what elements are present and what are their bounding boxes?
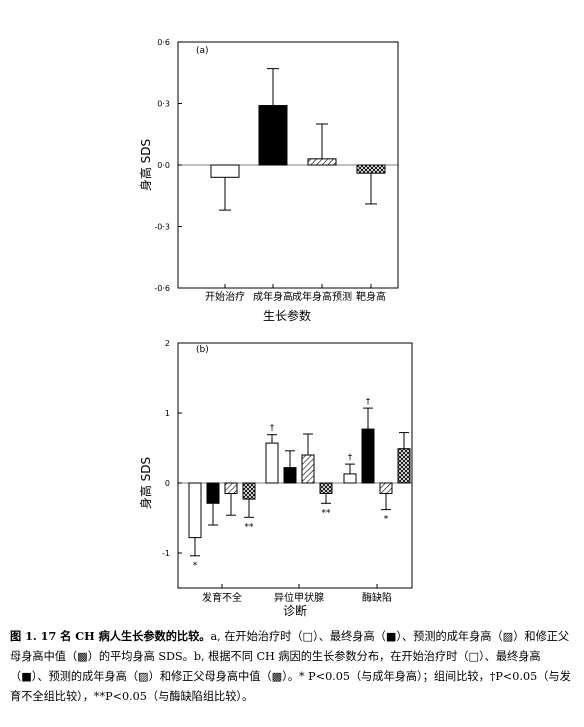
plot-frame <box>177 342 413 589</box>
bar <box>319 482 333 494</box>
y-tick-label: 0·6 <box>157 38 170 47</box>
y-tick-label: 0 <box>165 479 170 488</box>
axes-box <box>177 342 413 589</box>
caption-text: a, 在开始治疗时（□）、最终身高（■）、预测的成年身高（▨）和修正父母身高中值… <box>10 630 571 703</box>
chart-b-by-diagnosis: 210-1 ***†**††* 发育不全 异位甲状腺 酶缺陷 (b) 身高 SDS … <box>138 339 413 618</box>
bar <box>265 442 279 484</box>
bars <box>210 68 386 288</box>
bars: ***†**††* <box>188 397 411 588</box>
significance-mark: * <box>384 515 389 525</box>
bar <box>343 473 357 484</box>
bar <box>258 105 288 166</box>
bar <box>210 164 240 178</box>
y-axis-ticks: 0·6 0·3 0·0 -0·3 -0·6 <box>154 38 182 293</box>
y-axis-label: 身高 SDS <box>138 139 153 191</box>
caption-label: 图 1. 17 名 CH 病人生长参数的比较。 <box>10 629 211 643</box>
bar <box>206 482 220 504</box>
y-tick-label: -0·6 <box>154 284 170 293</box>
significance-mark: † <box>270 424 275 434</box>
bar <box>379 482 393 494</box>
y-tick-label: 0·3 <box>157 100 170 109</box>
x-tick-label: 酶缺陷 <box>362 591 392 604</box>
x-tick-label: 异位甲状腺 <box>274 591 324 604</box>
bar <box>301 454 315 484</box>
panel-label: (a) <box>196 46 209 56</box>
y-axis-ticks: 2 1 0 -1 <box>162 339 182 558</box>
significance-mark: † <box>366 397 371 407</box>
x-tick-label: 成年身高 <box>253 290 293 303</box>
y-tick-label: 0·0 <box>157 161 170 170</box>
figure-caption: 图 1. 17 名 CH 病人生长参数的比较。a, 在开始治疗时（□）、最终身高… <box>10 626 576 707</box>
y-axis-label: 身高 SDS <box>138 457 153 509</box>
y-tick-label: 2 <box>165 339 170 348</box>
significance-mark: ** <box>245 522 255 532</box>
chart-a-growth-parameters: 0·60·30·0-0·3-0·6 开始治疗 成年身高 成年身高预测 靶身高 (a) … <box>138 38 399 323</box>
significance-mark: ** <box>322 508 332 518</box>
bar <box>307 158 337 166</box>
panel-label: (b) <box>196 345 209 355</box>
y-tick-label: -1 <box>162 549 170 558</box>
bar <box>188 482 202 539</box>
significance-mark: * <box>193 561 198 571</box>
bar <box>397 448 411 484</box>
bar <box>224 482 238 494</box>
significance-mark: † <box>348 453 353 463</box>
x-tick-labels: 开始治疗 成年身高 成年身高预测 靶身高 <box>205 290 386 303</box>
y-tick-label: 1 <box>165 409 170 418</box>
y-tick-label: -0·3 <box>154 223 170 232</box>
bar <box>356 164 386 174</box>
x-tick-label: 开始治疗 <box>205 290 245 303</box>
x-axis-label: 诊断 <box>283 603 307 618</box>
x-axis-label: 生长参数 <box>263 308 311 323</box>
x-tick-labels: 发育不全 异位甲状腺 酶缺陷 <box>202 591 392 604</box>
bar <box>283 467 297 484</box>
x-tick-label: 发育不全 <box>202 591 242 604</box>
bar <box>361 428 375 484</box>
x-tick-label: 成年身高预测 <box>292 290 352 303</box>
x-tick-label: 靶身高 <box>356 290 386 303</box>
bar <box>242 482 256 500</box>
